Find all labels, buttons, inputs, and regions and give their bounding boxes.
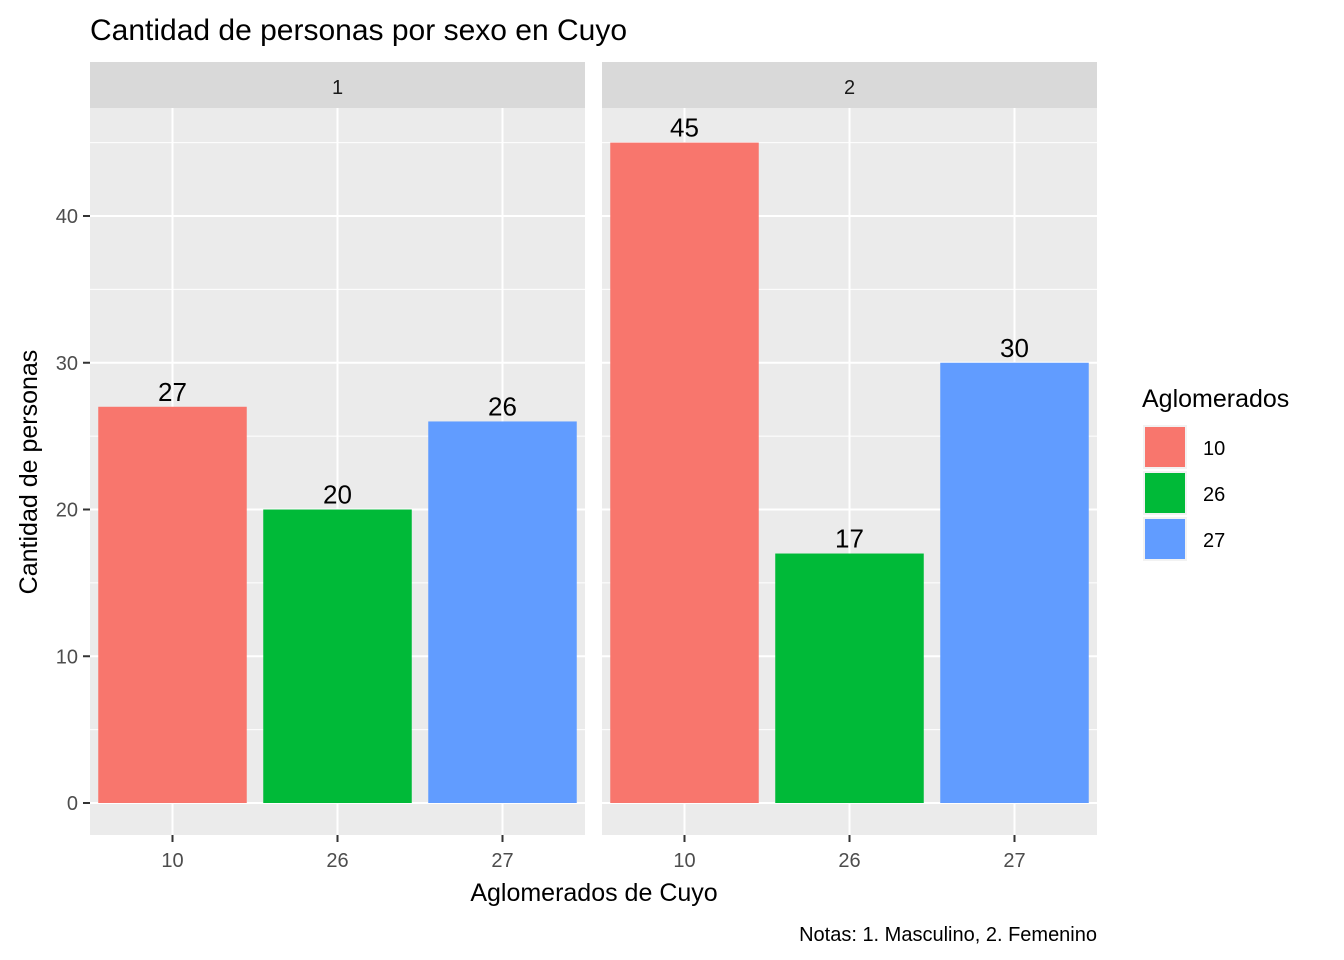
chart-title: Cantidad de personas por sexo en Cuyo xyxy=(90,14,627,47)
bar-2-26 xyxy=(775,553,924,803)
legend-label: 10 xyxy=(1203,438,1225,460)
legend-swatch-10 xyxy=(1145,427,1185,467)
legend: Aglomerados 10 26 27 xyxy=(1142,385,1289,561)
y-tick-label: 30 xyxy=(56,353,78,375)
facet-strip xyxy=(602,62,1097,108)
x-tick-label: 10 xyxy=(161,850,183,872)
x-tick-label: 26 xyxy=(326,850,348,872)
data-label: 17 xyxy=(835,524,864,554)
legend-label: 27 xyxy=(1203,530,1225,552)
data-label: 45 xyxy=(670,113,699,143)
facet-panels: 1 27 20 26 2 45 17 30 xyxy=(90,62,1097,835)
legend-title: Aglomerados xyxy=(1142,385,1289,413)
x-tick-label: 26 xyxy=(838,850,860,872)
bar-1-10 xyxy=(98,406,247,803)
y-tick-label: 20 xyxy=(56,500,78,522)
data-label: 30 xyxy=(1000,333,1029,363)
legend-swatch-26 xyxy=(1145,473,1185,513)
x-tick-label: 27 xyxy=(491,850,513,872)
legend-swatch-27 xyxy=(1145,519,1185,559)
x-tick-label: 27 xyxy=(1003,850,1025,872)
facet-panel-1: 1 27 20 26 xyxy=(90,62,585,835)
legend-label: 26 xyxy=(1203,484,1225,506)
facet-strip-label: 2 xyxy=(844,77,855,99)
y-axis: 0 10 20 30 40 xyxy=(56,206,90,815)
data-label: 26 xyxy=(488,391,517,421)
bar-2-10 xyxy=(610,142,759,803)
facet-strip-label: 1 xyxy=(332,77,343,99)
x-tick-label: 10 xyxy=(673,850,695,872)
data-label: 27 xyxy=(158,377,187,407)
y-axis-label: Cantidad de personas xyxy=(15,350,43,595)
caption: Notas: 1. Masculino, 2. Femenino xyxy=(799,924,1097,946)
facet-strip xyxy=(90,62,585,108)
bar-2-27 xyxy=(940,362,1089,803)
y-tick-label: 0 xyxy=(67,793,78,815)
data-label: 20 xyxy=(323,480,352,510)
y-tick-label: 40 xyxy=(56,206,78,228)
bar-1-27 xyxy=(428,421,577,803)
x-axis-label: Aglomerados de Cuyo xyxy=(470,879,717,907)
bar-1-26 xyxy=(263,509,412,803)
y-tick-label: 10 xyxy=(56,646,78,668)
x-axis: 10 26 27 10 26 27 xyxy=(161,835,1026,872)
facet-panel-2: 2 45 17 30 xyxy=(602,62,1097,835)
